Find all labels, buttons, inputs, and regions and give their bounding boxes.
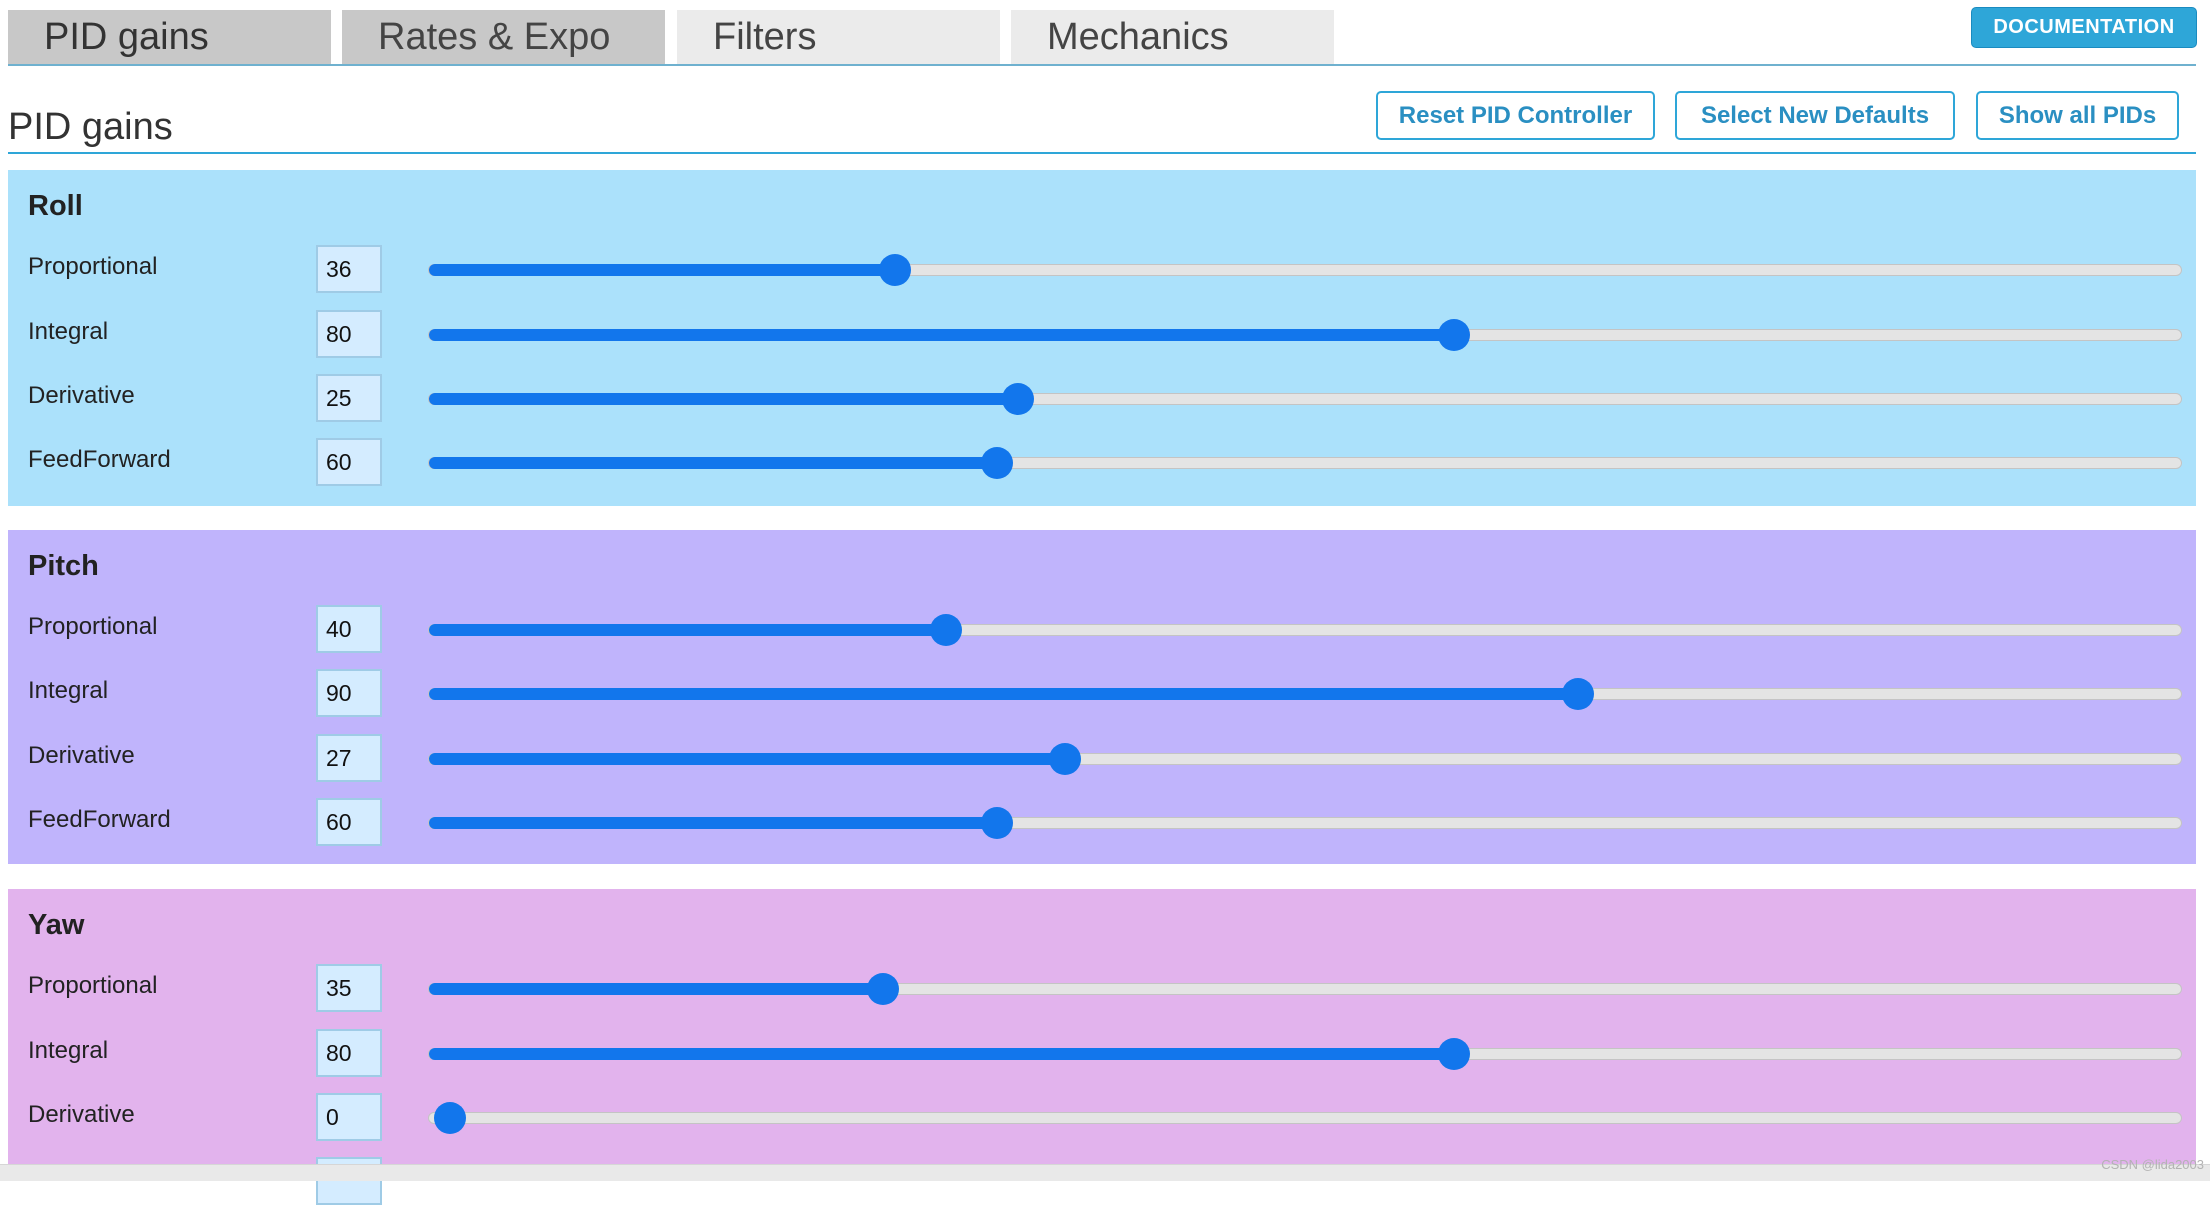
slider-track[interactable]: [428, 1102, 2182, 1134]
page-title: PID gains: [8, 106, 173, 148]
section-title: Yaw: [28, 909, 85, 941]
slider-thumb[interactable]: [1437, 1038, 1470, 1070]
slider-thumb[interactable]: [866, 973, 899, 1005]
tab-mechanics[interactable]: Mechanics: [1011, 10, 1334, 64]
section-title: Roll: [28, 190, 83, 222]
pid-row: Derivative 0: [8, 1093, 2196, 1143]
tab-pid-gains[interactable]: PID gains: [8, 10, 331, 64]
slider-fill: [429, 817, 997, 829]
pid-row: Integral 80: [8, 310, 2196, 360]
slider-track[interactable]: [428, 383, 2182, 415]
pid-row: Proportional 35: [8, 964, 2196, 1014]
row-label: Proportional: [28, 253, 158, 280]
value-input[interactable]: 25: [316, 374, 382, 422]
pid-row: Integral 80: [8, 1029, 2196, 1079]
slider-thumb[interactable]: [929, 614, 962, 646]
slider-track[interactable]: [428, 807, 2182, 839]
tab-label: Filters: [713, 15, 817, 58]
value-input[interactable]: 80: [316, 1029, 382, 1077]
slider-thumb[interactable]: [1048, 743, 1081, 775]
value-input[interactable]: 36: [316, 245, 382, 293]
slider-track[interactable]: [428, 1038, 2182, 1070]
bottom-scroll-bar: [0, 1164, 2210, 1181]
row-label: Proportional: [28, 613, 158, 640]
slider-fill: [429, 457, 997, 469]
show-all-pids-button[interactable]: Show all PIDs: [1976, 91, 2179, 140]
section-title: Pitch: [28, 550, 99, 582]
pid-row: Derivative 25: [8, 374, 2196, 424]
value-input[interactable]: 60: [316, 438, 382, 486]
value-input[interactable]: 60: [316, 798, 382, 846]
pid-row: FeedForward 60: [8, 438, 2196, 488]
slider-fill: [429, 753, 1065, 765]
pid-row: FeedForward 60: [8, 798, 2196, 848]
value-input[interactable]: 0: [316, 1093, 382, 1141]
slider-track[interactable]: [428, 973, 2182, 1005]
row-label: Integral: [28, 677, 109, 704]
slider-fill: [429, 688, 1579, 700]
slider-fill: [429, 1048, 1454, 1060]
slider-track[interactable]: [428, 614, 2182, 646]
slider-thumb[interactable]: [980, 447, 1013, 479]
value-input[interactable]: 90: [316, 669, 382, 717]
value-input[interactable]: 27: [316, 734, 382, 782]
tab-rates-expo[interactable]: Rates & Expo: [342, 10, 665, 64]
value-input[interactable]: 40: [316, 605, 382, 653]
tab-bar: PID gains Rates & Expo Filters Mechanics: [8, 0, 2196, 66]
slider-thumb[interactable]: [980, 807, 1013, 839]
slider-thumb[interactable]: [879, 254, 912, 286]
row-label: Proportional: [28, 972, 158, 999]
tab-label: PID gains: [44, 15, 209, 58]
slider-fill: [429, 983, 883, 995]
slider-track[interactable]: [428, 678, 2182, 710]
section-yaw: Yaw Proportional 35 Integral 80 Derivati…: [8, 889, 2196, 1205]
slider-fill: [429, 329, 1454, 341]
slider-fill: [429, 393, 1018, 405]
row-label: FeedForward: [28, 806, 171, 833]
slider-track[interactable]: [428, 254, 2182, 286]
slider-thumb[interactable]: [1562, 678, 1595, 710]
row-label: FeedForward: [28, 446, 171, 473]
tab-filters[interactable]: Filters: [677, 10, 1000, 64]
row-label: Derivative: [28, 382, 135, 409]
section-roll: Roll Proportional 36 Integral 80 Derivat…: [8, 170, 2196, 506]
row-label: Derivative: [28, 1101, 135, 1128]
documentation-button[interactable]: DOCUMENTATION: [1971, 7, 2197, 48]
slider-thumb[interactable]: [434, 1102, 467, 1134]
watermark: CSDN @lida2003: [2101, 1157, 2204, 1172]
row-label: Integral: [28, 1037, 109, 1064]
slider-thumb[interactable]: [1001, 383, 1034, 415]
pid-row: Derivative 27: [8, 734, 2196, 784]
pid-row: Proportional 36: [8, 245, 2196, 295]
slider-track[interactable]: [428, 319, 2182, 351]
tab-label: Rates & Expo: [378, 15, 611, 58]
value-input[interactable]: 80: [316, 310, 382, 358]
slider-track[interactable]: [428, 743, 2182, 775]
row-label: Integral: [28, 318, 109, 345]
value-input[interactable]: 35: [316, 964, 382, 1012]
slider-fill: [429, 624, 946, 636]
tab-label: Mechanics: [1047, 15, 1229, 58]
slider-thumb[interactable]: [1437, 319, 1470, 351]
section-pitch: Pitch Proportional 40 Integral 90 Deriva…: [8, 530, 2196, 864]
row-label: Derivative: [28, 742, 135, 769]
select-new-defaults-button[interactable]: Select New Defaults: [1675, 91, 1955, 140]
pid-header: PID gains Reset PID Controller Select Ne…: [8, 91, 2196, 154]
slider-track[interactable]: [428, 447, 2182, 479]
pid-row: Integral 90: [8, 669, 2196, 719]
slider-fill: [429, 264, 896, 276]
pid-row: Proportional 40: [8, 605, 2196, 655]
reset-pid-controller-button[interactable]: Reset PID Controller: [1376, 91, 1655, 140]
